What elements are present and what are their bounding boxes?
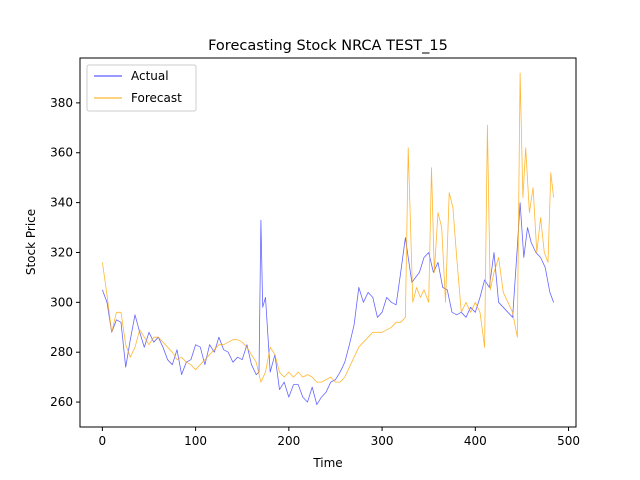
x-axis-title: Time [312,456,342,470]
y-tick-label: 340 [50,196,73,210]
series-line-forecast [102,72,554,383]
plot-frame [79,57,577,428]
legend: Actual Forecast [86,64,197,112]
y-tick-label: 320 [50,245,73,259]
series-line-actual [102,202,554,406]
x-tick-label: 300 [371,434,394,448]
y-tick-label: 380 [50,96,73,110]
y-tick-label: 260 [50,395,73,409]
x-axis: 0 100 200 300 400 500 [99,427,580,448]
y-tick-label: 360 [50,146,73,160]
y-axis-title: Stock Price [24,209,38,275]
x-tick-label: 100 [184,434,207,448]
y-axis: 260 280 300 320 340 360 380 [50,96,80,409]
x-tick-label: 500 [557,434,580,448]
y-tick-label: 300 [50,295,73,309]
plot-lines [102,72,554,406]
x-tick-label: 400 [464,434,487,448]
y-tick-label: 280 [50,345,73,359]
x-tick-label: 0 [99,434,107,448]
chart-title: Forecasting Stock NRCA TEST_15 [208,38,448,54]
x-tick-label: 200 [277,434,300,448]
legend-label-forecast: Forecast [131,91,182,105]
legend-label-actual: Actual [131,69,169,83]
